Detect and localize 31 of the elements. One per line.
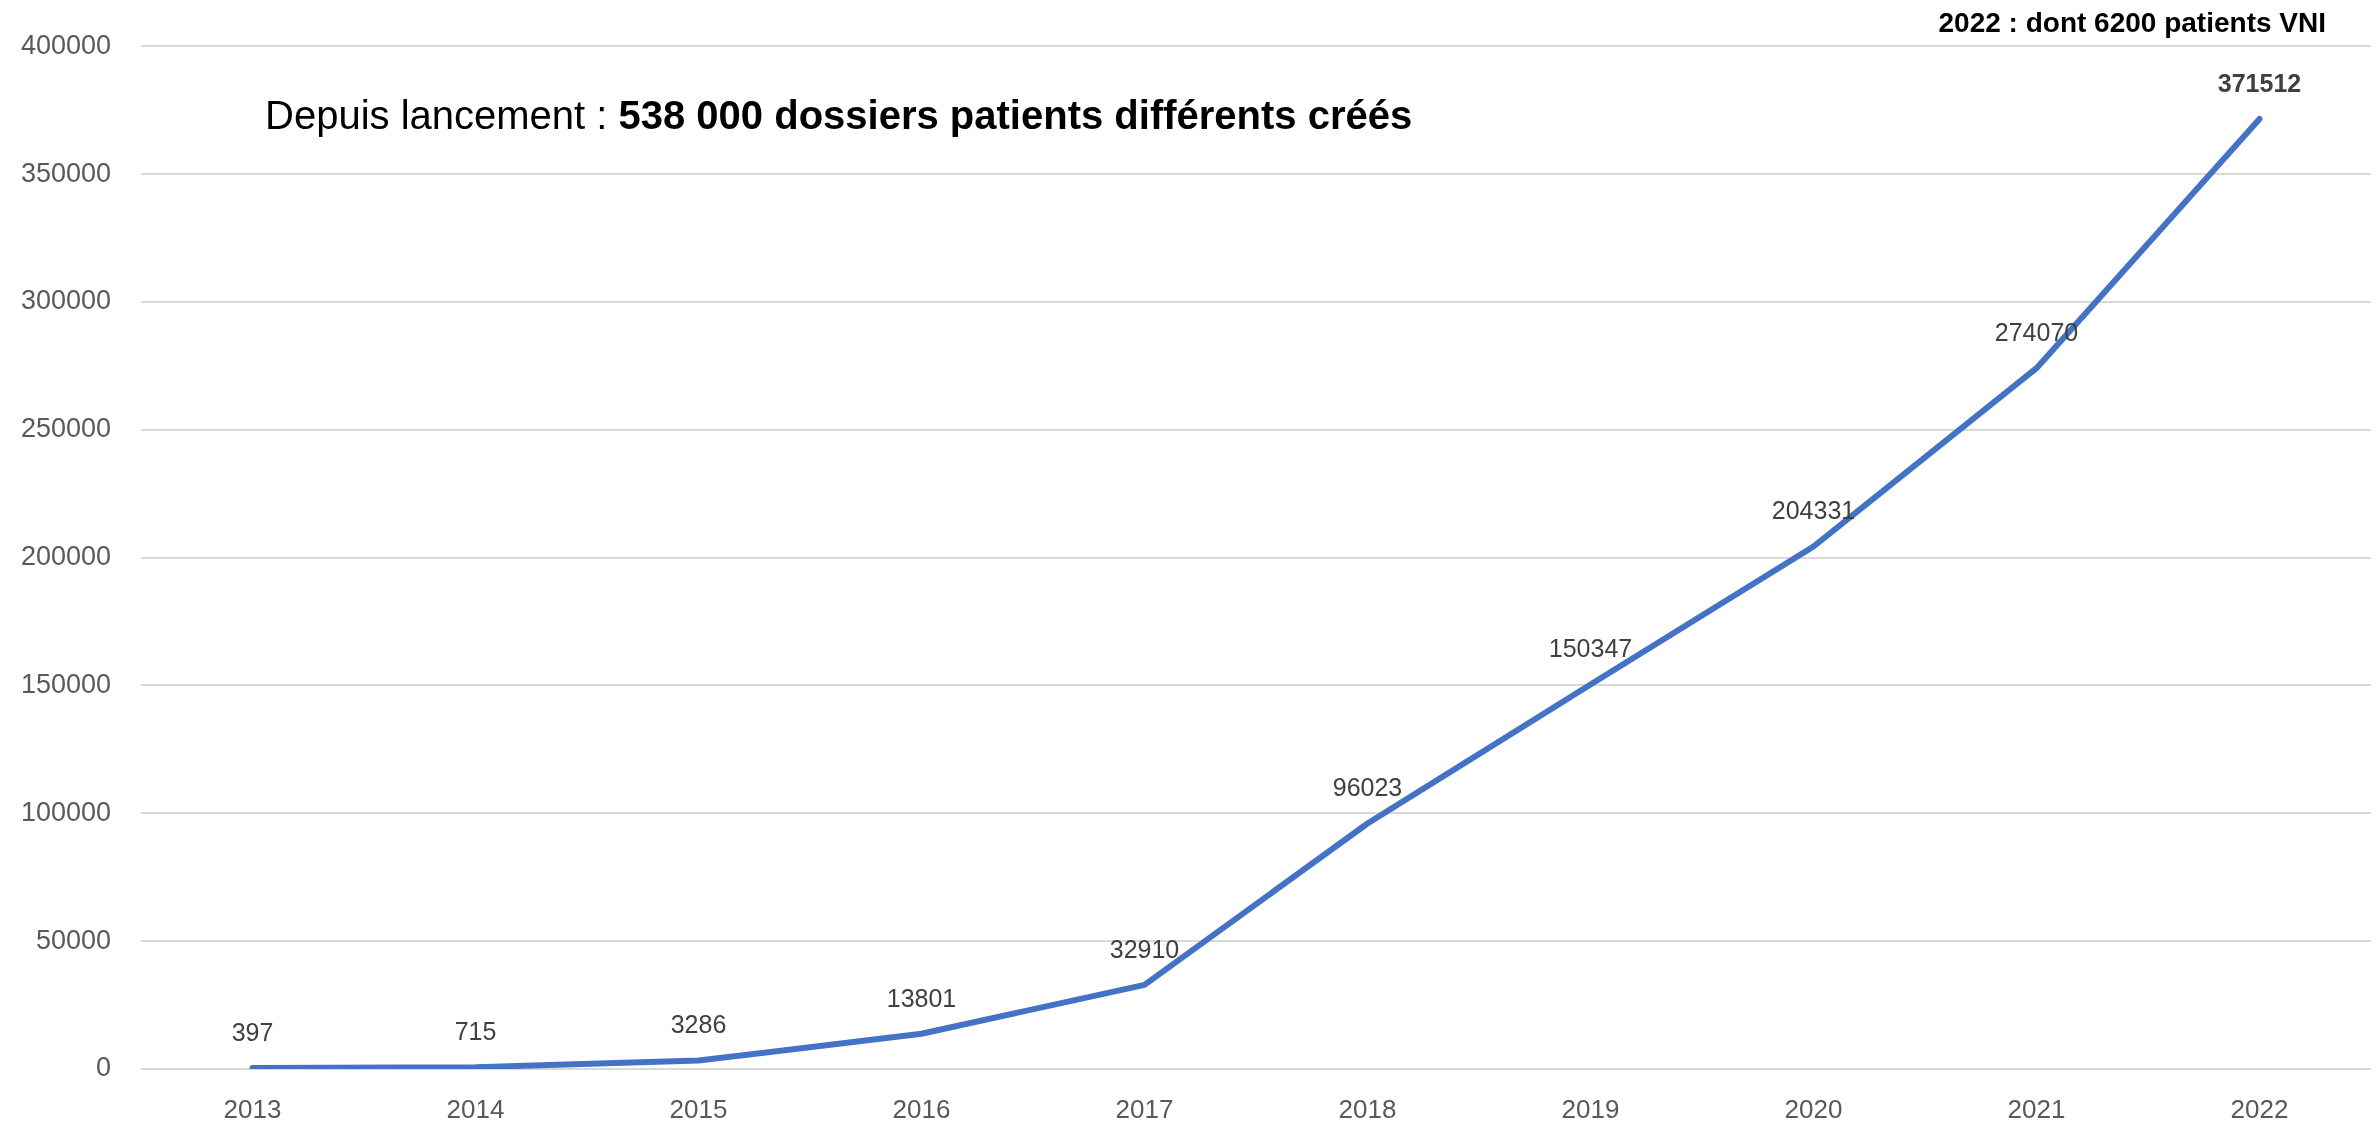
x-tick-label: 2019	[1561, 1093, 1620, 1124]
data-label: 13801	[886, 983, 957, 1012]
data-label: 96023	[1332, 773, 1403, 802]
x-tick-label: 2018	[1338, 1093, 1397, 1124]
annotation: 538 000 dossiers patients différents créés	[618, 93, 1413, 138]
x-tick-label: 2017	[1115, 1093, 1174, 1124]
y-tick-label: 150000	[20, 668, 111, 699]
text: 2022 : dont 6200 patients VNI	[1938, 6, 2326, 38]
y-tick-label: 50000	[35, 924, 111, 955]
data-label: 150347	[1548, 634, 1633, 663]
y-tick-label: 0	[95, 1052, 111, 1083]
x-tick-label: 2013	[223, 1093, 282, 1124]
y-tick-label: 100000	[20, 796, 111, 827]
data-label: 371512	[2217, 68, 2302, 97]
y-tick-label: 350000	[20, 157, 111, 188]
x-tick-label: 2016	[892, 1093, 951, 1124]
y-tick-label: 300000	[20, 285, 111, 316]
x-tick-label: 2020	[1784, 1093, 1843, 1124]
y-tick-label: 250000	[20, 413, 111, 444]
data-label: 3286	[670, 1010, 727, 1039]
data-label: 32910	[1109, 934, 1180, 963]
x-tick-label: 2015	[669, 1093, 728, 1124]
y-tick-label: 200000	[20, 541, 111, 572]
data-label: 715	[454, 1017, 497, 1046]
y-tick-label: 400000	[20, 29, 111, 60]
x-tick-label: 2014	[446, 1093, 505, 1124]
data-label: 397	[231, 1017, 274, 1046]
annotation: Depuis lancement :	[265, 93, 608, 138]
data-label: 204331	[1771, 496, 1856, 525]
x-tick-label: 2022	[2230, 1093, 2289, 1124]
x-tick-label: 2021	[2007, 1093, 2066, 1124]
